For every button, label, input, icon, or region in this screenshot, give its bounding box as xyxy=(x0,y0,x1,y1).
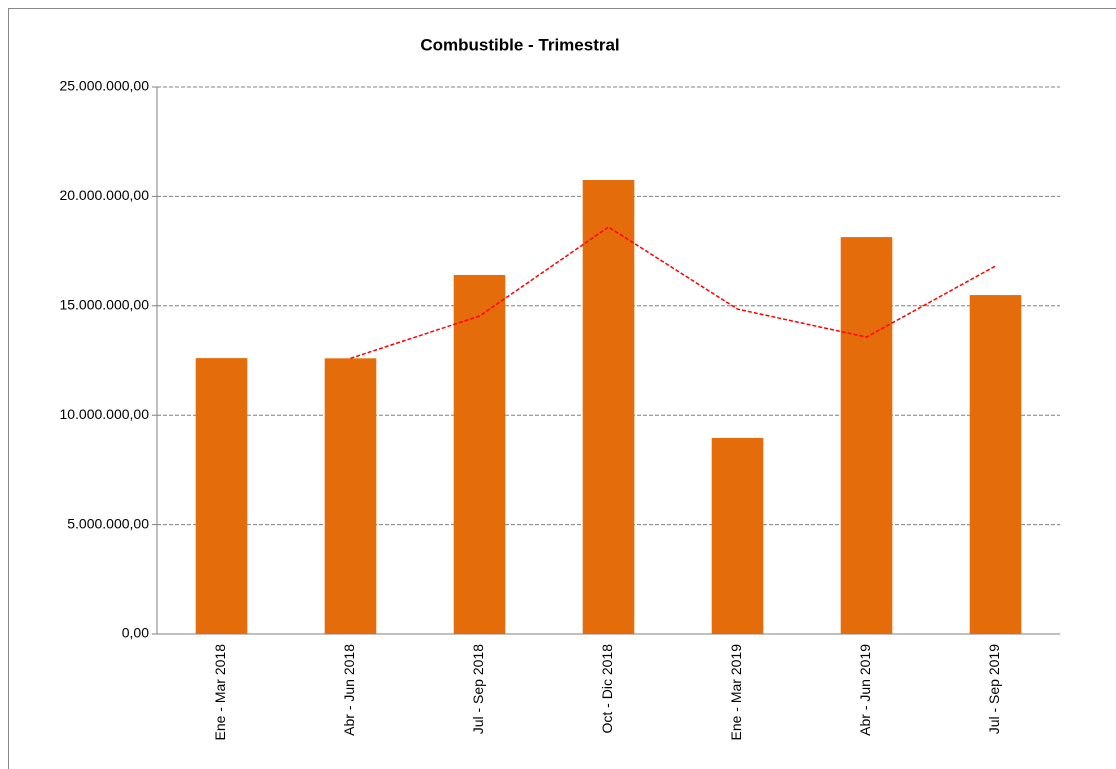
y-tick-label: 15.000.000,00 xyxy=(59,297,149,313)
y-tick-label: 10.000.000,00 xyxy=(59,406,149,422)
bar xyxy=(195,358,248,634)
x-tick-label: Jul - Sep 2018 xyxy=(470,644,486,734)
y-tick-label: 20.000.000,00 xyxy=(59,187,149,203)
bar xyxy=(324,358,377,634)
y-tick-label: 5.000.000,00 xyxy=(67,515,149,531)
bar xyxy=(969,295,1022,634)
chart-border xyxy=(8,8,1116,769)
x-tick-label: Jul - Sep 2019 xyxy=(986,644,1002,734)
bar xyxy=(840,237,893,634)
y-tick-label: 0,00 xyxy=(122,625,149,641)
chart-title: Combustible - Trimestral xyxy=(420,35,619,54)
x-tick-label: Abr - Jun 2019 xyxy=(857,644,873,736)
bar xyxy=(453,274,506,634)
line xyxy=(350,226,996,360)
y-tick-label: 25.000.000,00 xyxy=(59,78,149,94)
x-tick-label: Abr - Jun 2018 xyxy=(341,644,357,736)
x-tick-label: Oct - Dic 2018 xyxy=(599,644,615,734)
x-tick-label: Ene - Mar 2018 xyxy=(212,644,228,741)
bar xyxy=(711,437,764,634)
bar xyxy=(582,179,635,635)
x-tick-label: Ene - Mar 2019 xyxy=(728,644,744,741)
